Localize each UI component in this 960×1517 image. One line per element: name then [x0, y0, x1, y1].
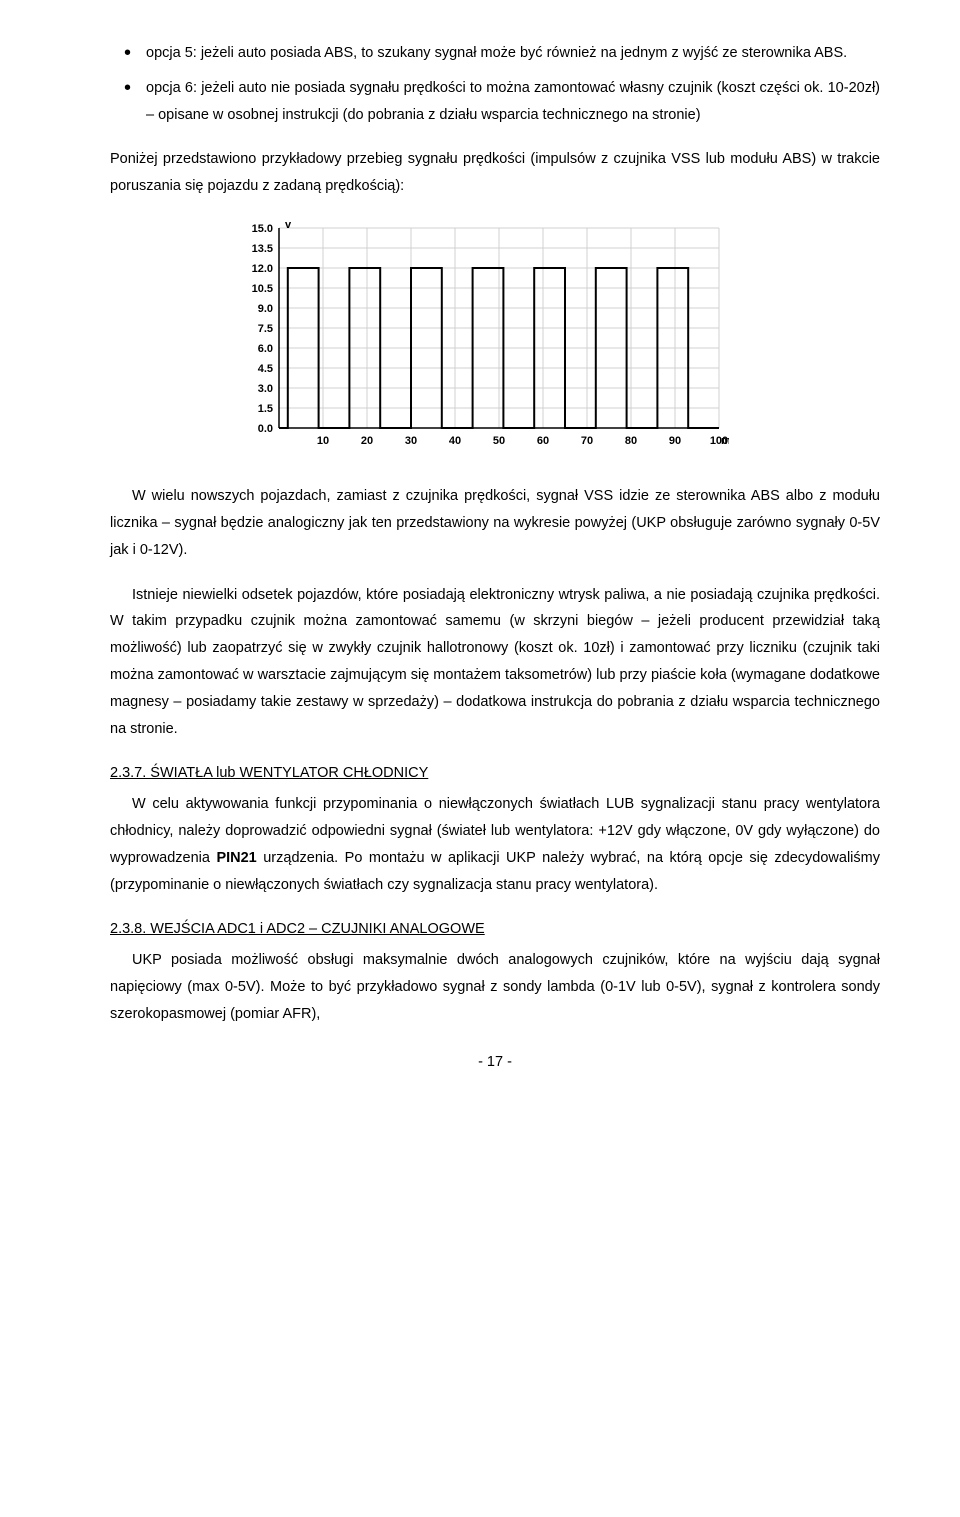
- chart-svg: 0.0 1.5 3.0 4.5 6.0 7.5 9.0 10.5 12.0 13.5 15.0 v 10…: [235, 218, 729, 450]
- signal-chart: 0.0 1.5 3.0 4.5 6.0 7.5 9.0 10.5 12.0 13.5 15.0 v 10…: [235, 218, 755, 455]
- svg-text:30: 30: [405, 435, 417, 447]
- svg-text:6.0: 6.0: [258, 343, 273, 355]
- svg-text:50: 50: [493, 435, 505, 447]
- paragraph-text: Poniżej przedstawiono przykładowy przebi…: [110, 151, 880, 194]
- paragraph: Poniżej przedstawiono przykładowy przebi…: [110, 146, 880, 200]
- svg-text:13.5: 13.5: [252, 243, 273, 255]
- svg-text:7.5: 7.5: [258, 323, 273, 335]
- svg-text:10: 10: [317, 435, 329, 447]
- svg-text:v: v: [285, 219, 292, 231]
- paragraph-text: W wielu nowszych pojazdach, zamiast z cz…: [110, 488, 880, 558]
- heading-text: 2.3.8. WEJŚCIA ADC1 i ADC2 – CZUJNIKI AN…: [110, 921, 485, 937]
- svg-text:4.5: 4.5: [258, 363, 273, 375]
- paragraph: W celu aktywowania funkcji przypominania…: [110, 791, 880, 898]
- list-item: opcja 6: jeżeli auto nie posiada sygnału…: [110, 75, 880, 129]
- page-number-text: - 17 -: [478, 1054, 512, 1070]
- svg-text:80: 80: [625, 435, 637, 447]
- bullet-list: opcja 5: jeżeli auto posiada ABS, to szu…: [110, 40, 880, 128]
- page-number: - 17 -: [110, 1054, 880, 1070]
- svg-text:3.0: 3.0: [258, 383, 273, 395]
- paragraph-text: Istnieje niewielki odsetek pojazdów, któ…: [110, 587, 880, 737]
- svg-text:12.0: 12.0: [252, 263, 273, 275]
- svg-text:40: 40: [449, 435, 461, 447]
- svg-text:70: 70: [581, 435, 593, 447]
- section-heading: 2.3.8. WEJŚCIA ADC1 i ADC2 – CZUJNIKI AN…: [110, 916, 880, 943]
- svg-text:10.5: 10.5: [252, 283, 273, 295]
- paragraph-text: UKP posiada możliwość obsługi maksymalni…: [110, 952, 880, 1022]
- svg-text:90: 90: [669, 435, 681, 447]
- svg-text:60: 60: [537, 435, 549, 447]
- paragraph: W wielu nowszych pojazdach, zamiast z cz…: [110, 483, 880, 563]
- svg-text:0.0: 0.0: [258, 423, 273, 435]
- svg-text:15.0: 15.0: [252, 223, 273, 235]
- bullet-text: opcja 5: jeżeli auto posiada ABS, to szu…: [146, 45, 847, 61]
- svg-text:20: 20: [361, 435, 373, 447]
- bullet-text: opcja 6: jeżeli auto nie posiada sygnału…: [146, 80, 880, 123]
- document-page: opcja 5: jeżeli auto posiada ABS, to szu…: [0, 0, 960, 1110]
- svg-text:1.5: 1.5: [258, 403, 273, 415]
- section-heading: 2.3.7. ŚWIATŁA lub WENTYLATOR CHŁODNICY: [110, 760, 880, 787]
- svg-text:ms: ms: [721, 435, 729, 447]
- list-item: opcja 5: jeżeli auto posiada ABS, to szu…: [110, 40, 880, 67]
- paragraph: Istnieje niewielki odsetek pojazdów, któ…: [110, 582, 880, 743]
- heading-text: 2.3.7. ŚWIATŁA lub WENTYLATOR CHŁODNICY: [110, 765, 428, 781]
- svg-text:9.0: 9.0: [258, 303, 273, 315]
- pin-label: PIN21: [216, 850, 256, 866]
- paragraph: UKP posiada możliwość obsługi maksymalni…: [110, 947, 880, 1027]
